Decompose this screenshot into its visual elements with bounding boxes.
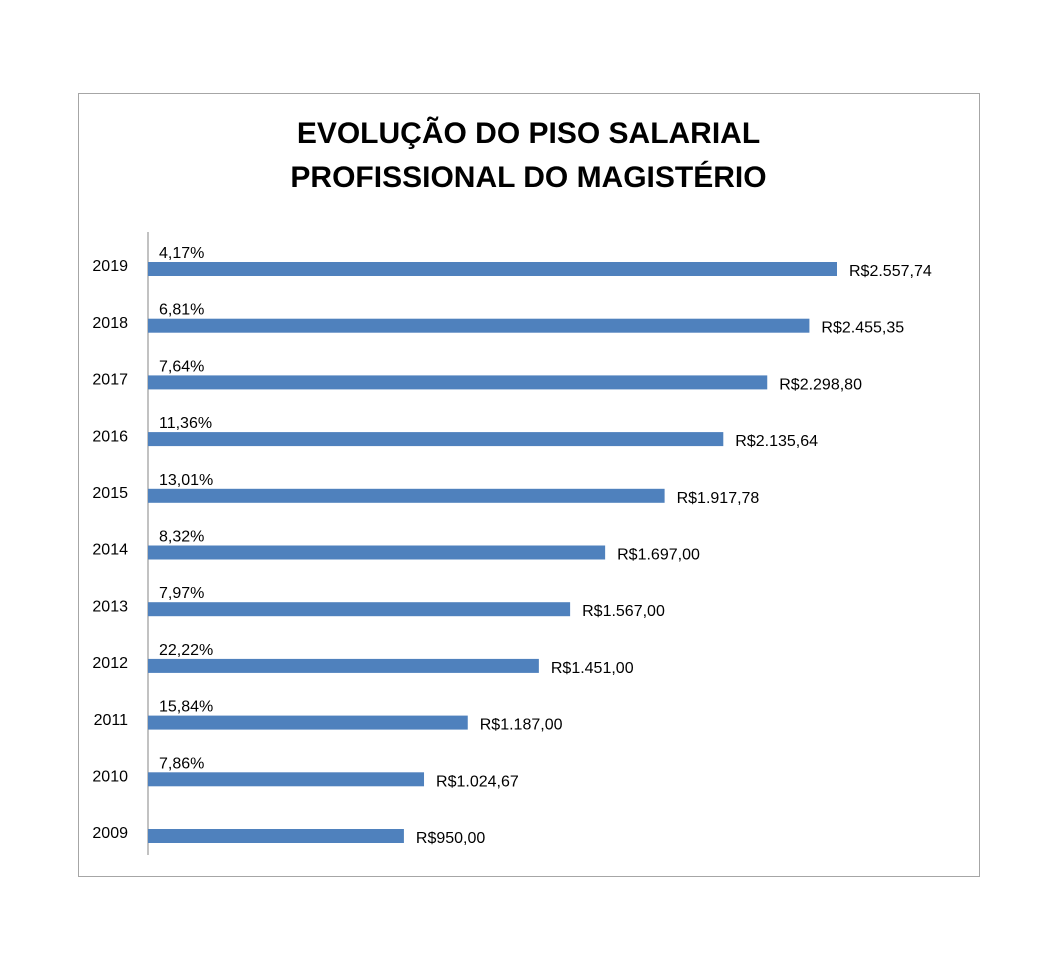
bar	[148, 262, 837, 276]
value-data-label: R$2.135,64	[735, 433, 818, 450]
percent-data-label: 4,17%	[159, 245, 204, 262]
value-data-label: R$2.557,74	[849, 263, 932, 280]
category-tick-label: 2012	[92, 655, 128, 672]
percent-data-label: 15,84%	[159, 699, 213, 716]
category-tick-label: 2016	[92, 428, 128, 445]
bar	[148, 375, 768, 390]
chart-frame	[78, 93, 980, 877]
category-tick-label: 2015	[92, 485, 128, 502]
value-data-label: R$950,00	[416, 830, 485, 847]
bar	[148, 829, 404, 843]
chart-title-line-1: EVOLUÇÃO DO PISO SALARIAL	[296, 117, 761, 150]
percent-data-label: 7,97%	[159, 585, 204, 602]
bar	[148, 545, 606, 560]
category-tick-label: 2010	[92, 769, 128, 786]
percent-data-label: 8,32%	[159, 529, 204, 546]
percent-data-label: 6,81%	[159, 302, 204, 319]
bar	[148, 658, 539, 673]
bar	[148, 602, 571, 617]
percent-data-label: 11,36%	[159, 415, 212, 432]
percent-data-label: 7,64%	[159, 358, 204, 375]
percent-data-label: 22,22%	[159, 642, 213, 659]
category-tick-label: 2013	[92, 598, 128, 615]
category-tick-label: 2019	[92, 258, 128, 275]
bar	[148, 432, 724, 447]
percent-data-label: 13,01%	[159, 472, 213, 489]
value-data-label: R$1.567,00	[582, 603, 665, 620]
category-tick-label: 2017	[92, 372, 128, 389]
value-data-label: R$2.455,35	[821, 320, 904, 337]
category-tick-label: 2009	[92, 825, 128, 842]
value-data-label: R$1.917,78	[677, 490, 760, 507]
bar	[148, 715, 468, 730]
category-tick-label: 2014	[92, 542, 128, 559]
category-tick-label: 2018	[92, 315, 128, 332]
bar	[148, 318, 810, 333]
category-tick-label: 2011	[94, 712, 129, 729]
bar	[148, 488, 665, 503]
value-data-label: R$1.697,00	[617, 547, 700, 564]
chart-title-line-2: PROFISSIONAL DO MAGISTÉRIO	[290, 161, 767, 194]
value-data-label: R$2.298,80	[779, 376, 862, 393]
chart-title: EVOLUÇÃO DO PISO SALARIAL PROFISSIONAL D…	[0, 112, 1057, 200]
value-data-label: R$1.187,00	[480, 717, 563, 734]
percent-data-label: 7,86%	[159, 755, 204, 772]
value-data-label: R$1.451,00	[551, 660, 634, 677]
value-data-label: R$1.024,67	[436, 773, 519, 790]
bar	[148, 772, 425, 787]
